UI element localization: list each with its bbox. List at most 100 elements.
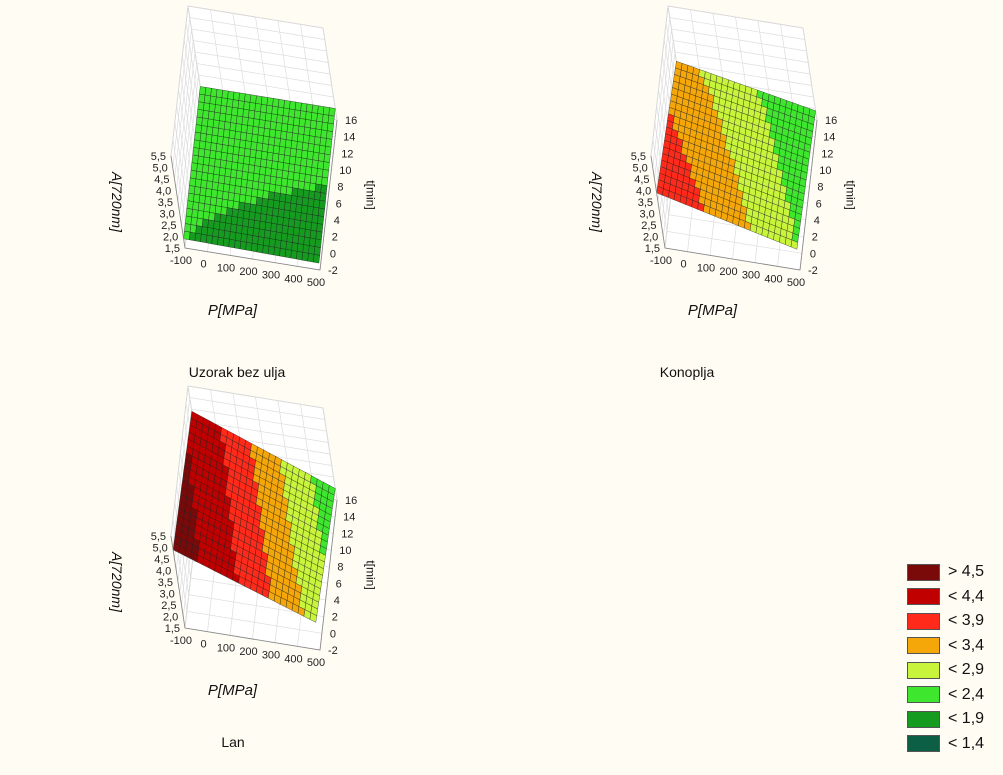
y-tick-label: 2	[812, 232, 818, 244]
surface-cell	[319, 192, 327, 202]
surface-cell	[220, 105, 227, 115]
surface-cell	[289, 202, 297, 213]
surface-cell	[197, 210, 204, 220]
surface-cell	[242, 218, 250, 228]
surface-cell	[203, 156, 210, 166]
z-tick-label: 5,5	[151, 151, 166, 163]
surface-cell	[196, 163, 204, 173]
surface-cell	[255, 95, 263, 105]
legend-swatch	[907, 661, 940, 679]
surface-cell	[301, 204, 308, 215]
surface-cell	[254, 212, 262, 222]
surface-cell	[200, 179, 208, 189]
surface-cell	[322, 169, 329, 179]
surface-cell	[289, 210, 296, 220]
surface-cell	[322, 161, 330, 171]
y-tick-label: 8	[337, 182, 343, 194]
legend-label: < 1,4	[948, 734, 985, 752]
surface-cell	[272, 207, 279, 217]
legend-swatch	[907, 686, 940, 704]
surface-cell	[304, 173, 312, 184]
surface-cell	[320, 129, 328, 139]
z-tick-label: 5,0	[153, 543, 168, 555]
surface-cell	[238, 147, 246, 157]
surface-cell	[268, 183, 276, 193]
x-tick-label: 200	[719, 266, 737, 278]
caption-lan: Lan	[221, 734, 245, 750]
surface-cell	[258, 119, 266, 129]
surface-cell	[267, 144, 275, 154]
surface-cell	[273, 137, 281, 147]
surface-cell	[299, 220, 307, 230]
surface-cell	[239, 194, 246, 204]
surface-cell	[255, 204, 263, 214]
y-tick-label: -2	[328, 645, 338, 657]
surface-cell	[233, 91, 240, 101]
x-tick-label: -100	[650, 255, 672, 267]
surface-cell	[314, 183, 322, 193]
surface-cell	[192, 147, 200, 157]
surface-cell	[218, 229, 225, 239]
legend-swatch	[907, 588, 940, 606]
surface-cell	[238, 92, 246, 102]
surface-cell	[244, 140, 252, 150]
legend-item: < 2,9	[907, 658, 984, 683]
surface-cell	[290, 140, 298, 150]
legend-item: < 2,4	[907, 683, 984, 708]
surface-cell	[262, 135, 270, 145]
surface-cell	[246, 234, 254, 244]
surface-cell	[203, 102, 210, 112]
surface-cell	[293, 226, 300, 237]
surface-cell	[306, 150, 314, 161]
surface-cell	[199, 140, 206, 150]
gridline	[174, 28, 327, 180]
z-tick-label: 1,5	[165, 623, 180, 635]
surface-cell	[231, 208, 239, 218]
surface-cell	[253, 118, 260, 128]
surface-cell	[274, 184, 282, 194]
surface-cell	[194, 232, 202, 243]
surface-cell	[306, 103, 313, 113]
surface-cell	[279, 138, 287, 148]
surface-cell	[206, 227, 214, 237]
surface-cell	[205, 188, 213, 198]
surface-cell	[233, 138, 241, 148]
surface-cell	[298, 125, 305, 135]
surface-cell	[251, 188, 259, 198]
chart-panel-lan: -100 0 100 200 300 400 500 -2 0 2 4 6 8 10 12 14 16 1,5 2,…	[0, 380, 400, 775]
surface-cell	[302, 134, 310, 144]
surface-cell	[218, 120, 226, 130]
surface-cell	[272, 152, 280, 162]
surface-cell	[261, 150, 268, 161]
surface-cell	[262, 190, 270, 200]
gridline	[654, 28, 807, 180]
z-tick-label: 2,0	[163, 232, 178, 244]
surface-cell	[299, 110, 307, 120]
box-edge	[170, 499, 338, 651]
legend-item: < 1,9	[907, 707, 984, 732]
y-tick-label: 12	[821, 148, 833, 160]
surface-cell	[277, 208, 285, 218]
surface-cell	[245, 187, 253, 197]
surface-cell	[273, 192, 281, 202]
surface-cell	[303, 181, 311, 191]
z-tick-label: 4,5	[154, 554, 169, 566]
surface-cell	[288, 163, 296, 173]
surface-cell	[257, 181, 265, 191]
surface-cell	[220, 97, 228, 107]
gridline	[172, 17, 325, 168]
surface-cell	[270, 113, 278, 123]
legend-item: < 1,4	[907, 732, 984, 757]
z-tick-label: 4,5	[634, 174, 649, 186]
surface-cell	[193, 193, 201, 203]
surface-cell	[286, 233, 294, 243]
surface-cell	[287, 225, 295, 236]
surface-cell	[216, 190, 224, 200]
surface-cell	[251, 133, 259, 143]
surface-cell	[198, 194, 206, 204]
surface-cell	[327, 115, 335, 125]
surface-cell	[230, 223, 237, 233]
surface-cell	[285, 186, 293, 196]
surface-cell	[211, 235, 219, 246]
surface-cell	[273, 145, 280, 155]
